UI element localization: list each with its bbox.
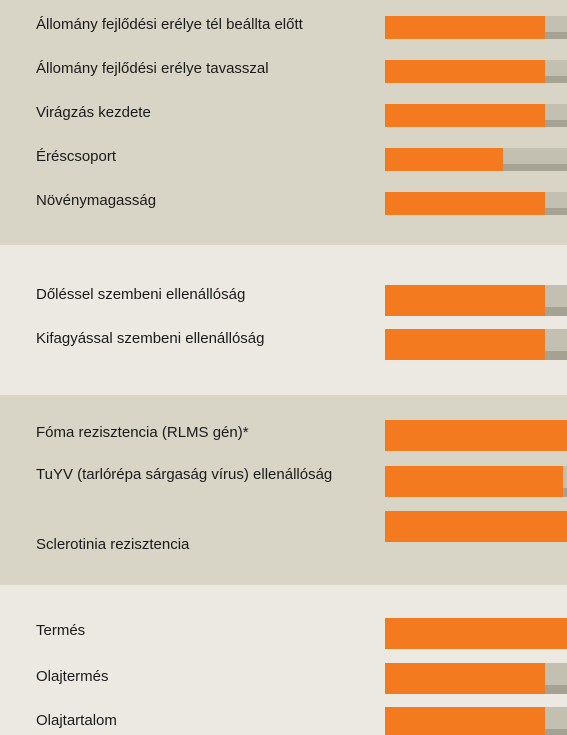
row-label: Fóma rezisztencia (RLMS gén)* [36, 424, 249, 441]
row-label: Termés [36, 622, 86, 639]
bar-track [385, 466, 567, 497]
bar-track [385, 285, 567, 316]
bar [385, 329, 546, 360]
row-label: Olajtartalom [36, 712, 117, 729]
bar [385, 511, 567, 542]
row-label: Olajtermés [36, 668, 109, 685]
bar-track [385, 329, 567, 360]
bar [385, 618, 567, 649]
bar-track [385, 707, 567, 735]
row-label: Sclerotinia rezisztencia [36, 536, 190, 553]
bar [385, 707, 546, 735]
row-label: Virágzás kezdete [36, 104, 151, 121]
bar [385, 148, 504, 171]
row-label: Dőléssel szembeni ellenállóság [36, 286, 246, 303]
bar [385, 420, 567, 451]
bar [385, 104, 546, 127]
bar [385, 285, 546, 316]
bar [385, 466, 564, 497]
bar [385, 16, 546, 39]
row-label: TuYV (tarlórépa sárgaság vírus) ellenáll… [36, 466, 333, 483]
bar-track [385, 618, 567, 649]
bar-track [385, 148, 567, 171]
bar [385, 60, 546, 83]
bar-track [385, 663, 567, 694]
row-label: Állomány fejlődési erélye tavasszal [36, 60, 269, 77]
bar [385, 663, 546, 694]
bar-track [385, 60, 567, 83]
row-label: Kifagyással szembeni ellenállóság [36, 330, 265, 347]
bar-track [385, 420, 567, 451]
bar-track [385, 16, 567, 39]
row-label: Éréscsoport [36, 148, 117, 165]
row-label: Növénymagasság [36, 192, 157, 209]
group-band [0, 245, 567, 395]
bar [385, 192, 546, 215]
row-label: Állomány fejlődési erélye tél beállta el… [36, 16, 303, 33]
bar-track [385, 104, 567, 127]
bar-track [385, 192, 567, 215]
bar-track [385, 511, 567, 542]
